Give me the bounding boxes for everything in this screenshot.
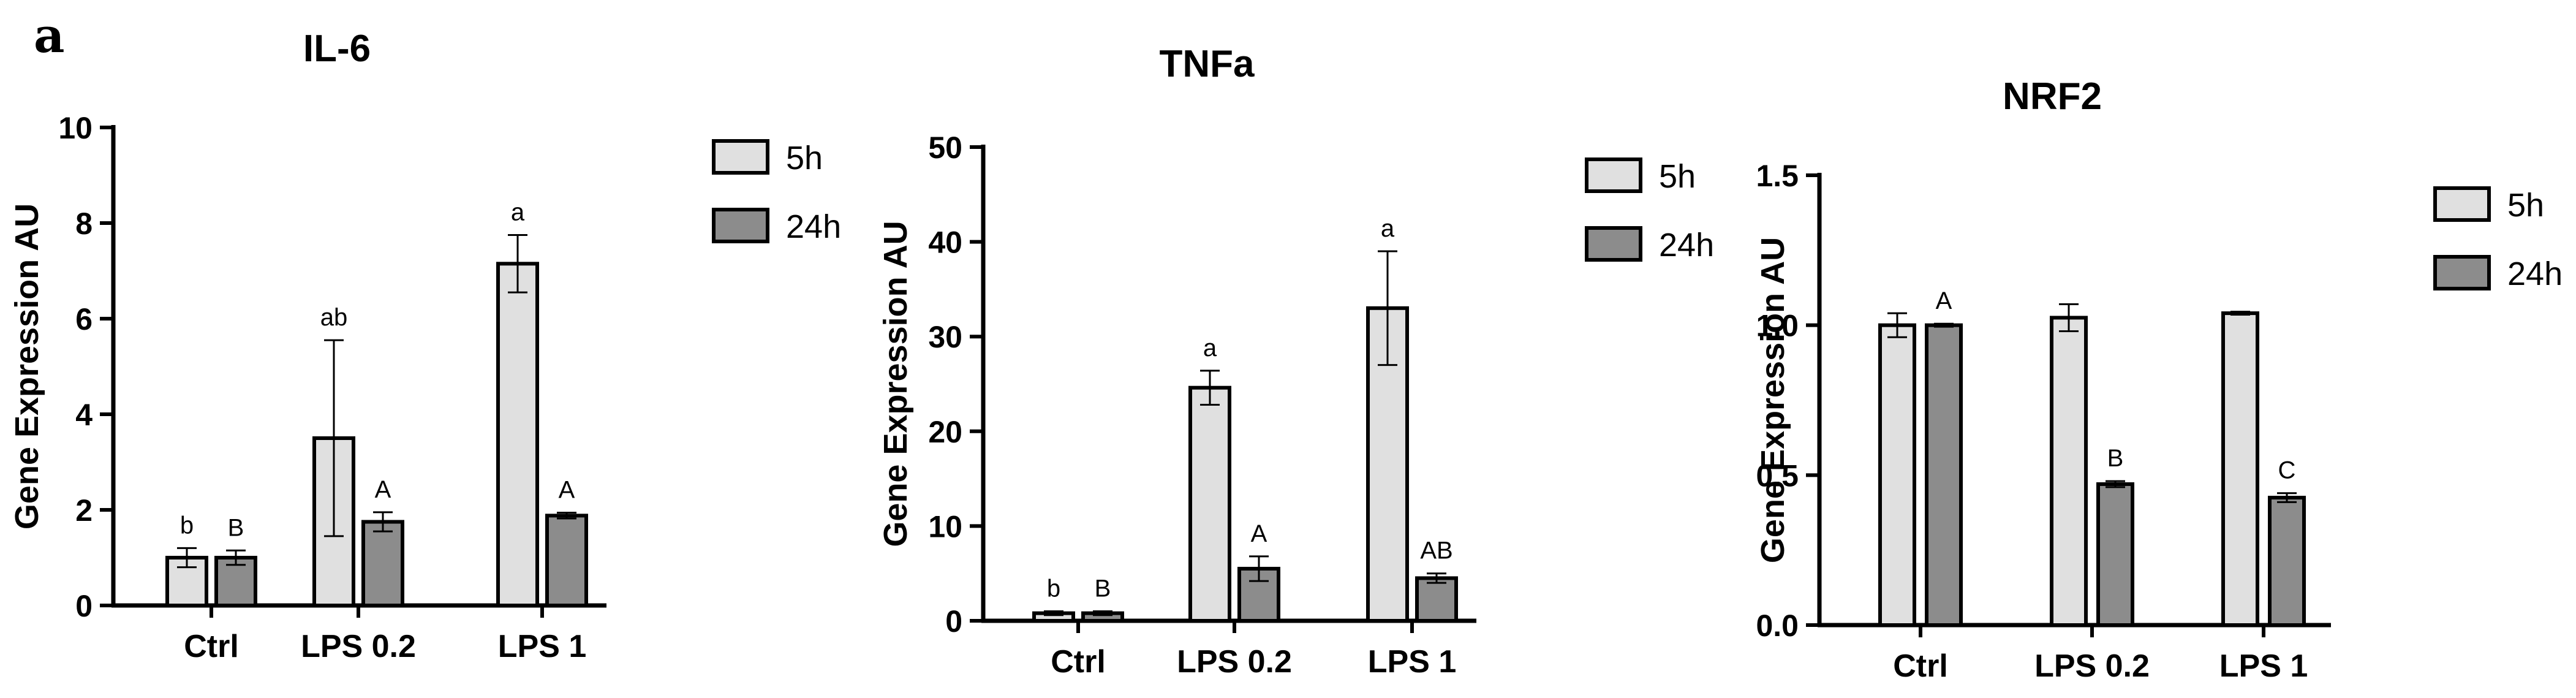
- legend-swatch: [2433, 255, 2491, 290]
- bar: [361, 520, 404, 607]
- y-tick-label: 1.0: [1756, 309, 1799, 343]
- bar: [1925, 323, 1963, 628]
- significance-letter: B: [1095, 575, 1111, 602]
- y-tick-label: 10: [928, 509, 962, 544]
- legend-swatch: [1585, 226, 1642, 262]
- y-tick-label: 0: [75, 589, 93, 623]
- y-tick-label: 2: [75, 493, 93, 528]
- significance-letter: a: [1203, 335, 1217, 362]
- significance-letter: a: [1381, 215, 1395, 242]
- y-axis-label: Gene Expression AU: [9, 203, 45, 529]
- panel-label: a: [34, 8, 65, 64]
- y-tick-label: 8: [75, 207, 93, 241]
- chart-1: IL-6 Gene Expression AU 0 2 4 6 8 10 Ctrl LPS 0.2…: [9, 28, 841, 664]
- legend-swatch: [712, 208, 769, 243]
- significance-letter: C: [2278, 457, 2296, 484]
- significance-letter: ab: [320, 304, 348, 331]
- bar: [496, 262, 539, 607]
- significance-letter: B: [228, 514, 244, 541]
- significance-letter: A: [1936, 287, 1952, 314]
- chart-3: NRF2 Gene Expression AU 0.0 0.5 1.0 1.5 Ctrl LP…: [1754, 75, 2563, 684]
- bar: [2221, 311, 2259, 627]
- bar: [545, 514, 588, 607]
- y-tick-label: 0.5: [1756, 458, 1799, 493]
- significance-letter: b: [180, 512, 194, 539]
- chart-title: NRF2: [2003, 75, 2102, 118]
- legend-swatch: [2433, 186, 2491, 222]
- significance-letter: A: [1251, 520, 1267, 547]
- bar: [2050, 316, 2088, 628]
- x-tick-label: Ctrl: [1893, 648, 1948, 684]
- y-tick-label: 4: [75, 398, 93, 432]
- y-tick-label: 10: [58, 111, 93, 145]
- bar: [1415, 576, 1458, 623]
- bar: [2268, 496, 2306, 627]
- legend-label: 5h: [786, 140, 823, 176]
- y-axis-label: Gene Expression AU: [877, 221, 914, 547]
- x-tick-label: LPS 1: [498, 629, 587, 664]
- significance-letter: A: [559, 477, 575, 504]
- significance-letter: B: [2107, 445, 2124, 472]
- legend-label: 24h: [1659, 227, 1714, 264]
- chart-2: TNFa Gene Expression AU 0 10 20 30 40 50 Ctrl LPS…: [877, 43, 1714, 680]
- bar: [1188, 385, 1231, 623]
- x-tick-label: LPS 0.2: [301, 629, 416, 664]
- x-tick-label: Ctrl: [1051, 644, 1106, 680]
- x-tick-label: Ctrl: [184, 629, 239, 664]
- y-axis-label: Gene Expression AU: [1754, 237, 1791, 563]
- legend-label: 24h: [2507, 256, 2563, 292]
- y-tick-label: 20: [928, 415, 962, 449]
- legend-label: 5h: [2507, 187, 2544, 224]
- y-tick-label: 1.5: [1756, 159, 1799, 193]
- legend-label: 5h: [1659, 158, 1696, 195]
- legend-swatch: [712, 139, 769, 175]
- x-tick-label: LPS 0.2: [1177, 644, 1292, 680]
- y-tick-label: 30: [928, 320, 962, 354]
- bar: [2096, 482, 2134, 627]
- x-tick-label: LPS 1: [1368, 644, 1457, 680]
- significance-letter: a: [511, 199, 525, 226]
- legend-label: 24h: [786, 208, 841, 245]
- legend-swatch: [1585, 157, 1642, 193]
- bar: [1878, 323, 1916, 628]
- y-tick-label: 0: [945, 604, 962, 639]
- significance-letter: b: [1047, 575, 1060, 602]
- chart-title: IL-6: [303, 28, 371, 70]
- y-tick-label: 0.0: [1756, 609, 1799, 643]
- chart-title: TNFa: [1160, 43, 1255, 85]
- y-tick-label: 50: [928, 131, 962, 165]
- y-tick-label: 6: [75, 302, 93, 336]
- significance-letter: AB: [1420, 537, 1452, 564]
- x-tick-label: LPS 1: [2219, 648, 2308, 684]
- x-tick-label: LPS 0.2: [2034, 648, 2150, 684]
- y-tick-label: 40: [928, 226, 962, 260]
- significance-letter: A: [375, 476, 391, 503]
